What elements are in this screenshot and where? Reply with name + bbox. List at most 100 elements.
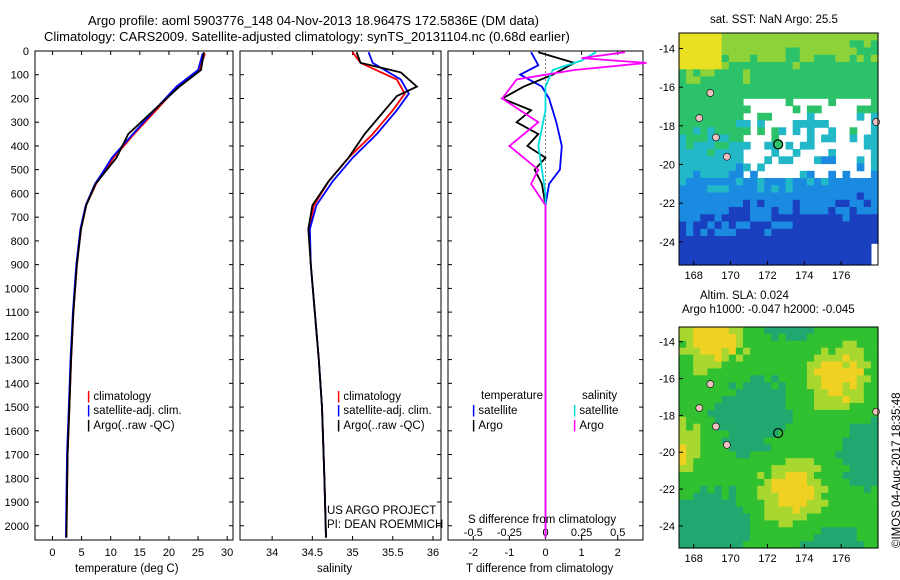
map-cell: [821, 236, 829, 244]
map-cell: [842, 347, 851, 356]
map-cell: [750, 83, 758, 92]
map-cell: [799, 361, 808, 369]
map-cell: [707, 409, 716, 418]
map-cell: [799, 437, 808, 445]
map-cell: [743, 333, 751, 342]
map-cell: [686, 327, 694, 335]
map-cell: [785, 98, 794, 107]
map-cell: [728, 527, 737, 535]
map-cell: [792, 333, 801, 342]
map-cell: [771, 409, 780, 418]
map-cell: [842, 403, 851, 411]
map-cell: [785, 236, 794, 244]
map-cell: [771, 185, 780, 194]
map-cell: [714, 520, 723, 528]
map-cell: [750, 354, 758, 363]
map-cell: [743, 368, 751, 376]
map-cell: [785, 396, 794, 404]
map-cell: [771, 416, 780, 425]
legend-climatology: | climatology: [87, 391, 151, 403]
map-cell: [757, 327, 765, 335]
map-cell: [707, 120, 716, 128]
map-y-tick-label: -14: [659, 337, 675, 349]
map-cell: [856, 69, 865, 78]
map-cell: [728, 170, 737, 179]
map-cell: [849, 354, 858, 363]
map-cell: [799, 396, 808, 404]
map-cell: [856, 257, 865, 266]
map-cell: [863, 185, 872, 194]
map-cell: [792, 534, 801, 542]
map-cell: [679, 112, 687, 121]
map-cell: [828, 527, 836, 535]
map-cell: [728, 354, 737, 363]
map-cell: [849, 403, 858, 411]
map-cell: [735, 430, 744, 439]
map-cell: [750, 389, 758, 397]
map-cell: [828, 382, 836, 390]
map-cell: [870, 207, 879, 215]
map-cell: [757, 221, 765, 230]
map-cell: [764, 458, 772, 466]
map-cell: [764, 76, 772, 85]
map-cell: [757, 76, 765, 85]
map-cell: [828, 534, 836, 542]
map-cell: [743, 62, 751, 70]
map-cell: [849, 451, 858, 459]
map-cell: [785, 451, 794, 459]
map-cell: [870, 520, 879, 528]
map-cell: [743, 199, 751, 208]
map-cell: [849, 465, 858, 473]
map-cell: [757, 83, 765, 92]
map-cell: [792, 83, 801, 92]
map-cell: [693, 149, 701, 157]
map-cell: [693, 40, 701, 49]
map-cell: [806, 214, 815, 223]
map-cell: [750, 403, 758, 411]
map-cell: [792, 236, 801, 244]
map-cell: [785, 513, 794, 521]
map-cell: [679, 83, 687, 92]
map-cell: [821, 396, 829, 404]
map-cell: [828, 347, 836, 356]
map-cell: [814, 492, 822, 501]
map-y-tick-label: -22: [659, 484, 675, 496]
map-cell: [814, 465, 822, 473]
map-cell: [693, 534, 701, 542]
map-cell: [721, 416, 730, 425]
map-cell: [870, 478, 879, 487]
map-cell: [821, 423, 829, 432]
map-cell: [842, 243, 851, 252]
map-cell: [863, 527, 872, 535]
map-cell: [778, 396, 787, 404]
map-cell: [806, 105, 815, 114]
map-cell: [828, 178, 836, 186]
map-cell: [735, 228, 744, 237]
map-cell: [707, 541, 716, 549]
series-argo: [307, 51, 419, 538]
map-cell: [842, 257, 851, 266]
map-cell: [863, 409, 872, 418]
map-cell: [735, 340, 744, 349]
map-cell: [728, 327, 737, 335]
map-cell: [728, 492, 737, 501]
map-cell: [814, 333, 822, 342]
island-icon: [712, 422, 720, 431]
map-cell: [721, 340, 730, 349]
map-cell: [764, 478, 772, 487]
map-cell: [835, 492, 844, 501]
map-cell: [679, 472, 687, 480]
map-cell: [856, 437, 865, 445]
map-cell: [799, 54, 808, 63]
map-cell: [785, 250, 794, 259]
map-cell: [771, 451, 780, 459]
map-cell: [750, 221, 758, 230]
map-cell: [757, 91, 765, 99]
map-cell: [821, 228, 829, 237]
map-cell: [686, 382, 694, 390]
map-cell: [721, 69, 730, 78]
map-cell: [814, 389, 822, 397]
map-cell: [835, 478, 844, 487]
map-cell: [799, 214, 808, 223]
map-cell: [863, 472, 872, 480]
